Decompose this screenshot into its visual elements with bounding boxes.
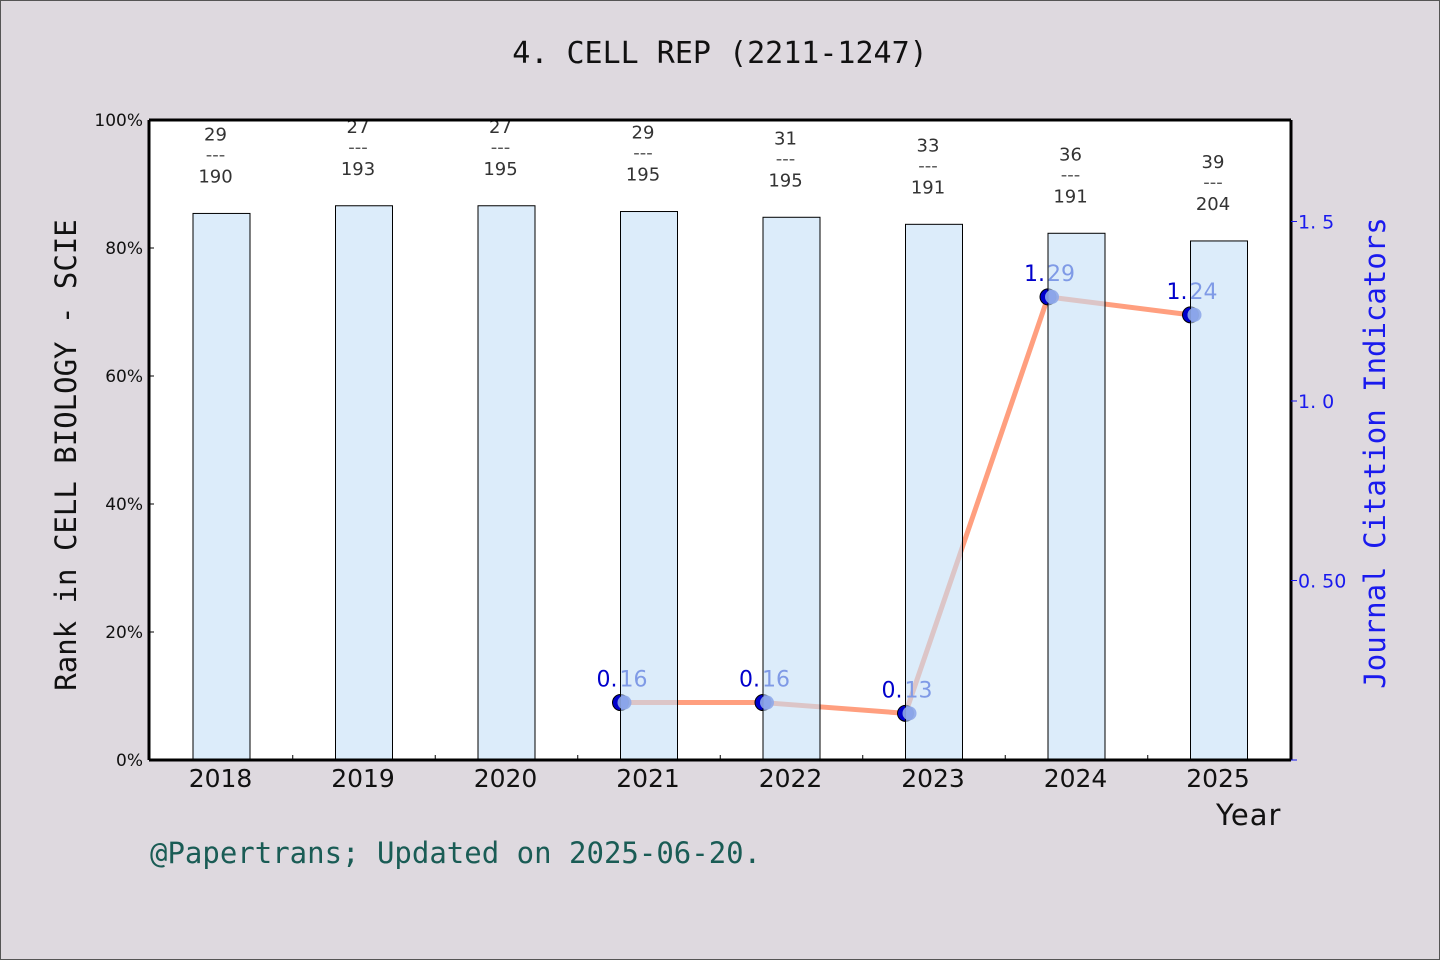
rank-divider: ---: [206, 144, 226, 165]
rank-numerator: 29: [632, 123, 655, 144]
rank-numerator: 31: [774, 128, 797, 149]
x-tick-label: 2021: [616, 764, 680, 793]
jci-label-frac: 13: [905, 678, 933, 703]
rank-bar-2019: [335, 205, 393, 761]
rank-denominator: 195: [483, 159, 517, 180]
jci-label-frac: 29: [1047, 262, 1075, 287]
rank-denominator: 195: [626, 165, 660, 186]
y-axis-label-left: Rank in CELL BIOLOGY - SCIE: [49, 219, 83, 691]
rank-bar-2020: [477, 205, 536, 761]
rank-denominator: 191: [1053, 186, 1087, 207]
y-tick-right: 0. 50: [1298, 571, 1346, 593]
jci-marker-highlight: [902, 706, 917, 721]
rank-divider: ---: [1203, 172, 1223, 193]
jci-label-int: 1.: [1024, 262, 1045, 287]
rank-numerator: 27: [489, 117, 512, 138]
plot-background: [149, 120, 1291, 760]
jci-value-labels: 0. 16 0. 16 0. 131. 291. 24: [597, 262, 1218, 721]
x-axis-label: Year: [1216, 798, 1282, 832]
rank-numerator: 29: [204, 124, 227, 145]
rank-numerator: 39: [1202, 152, 1225, 173]
jci-marker-highlight: [1187, 307, 1202, 322]
rank-bar-2023: [905, 223, 963, 761]
rank-labels: 29---19027---19327---19529---19531---195…: [198, 117, 1230, 215]
y-axis-label-right: Journal Citation Indicators: [1358, 217, 1392, 689]
jci-label-frac: 16: [762, 668, 790, 693]
rank-bar-2018: [192, 212, 251, 761]
rank-divider: ---: [348, 137, 368, 158]
rank-bar-2025: [1190, 240, 1248, 761]
chart-title: 4. CELL REP (2211-1247): [512, 36, 928, 71]
x-tick-label: 2018: [189, 764, 253, 793]
rank-bars: [192, 205, 1248, 761]
rank-divider: ---: [776, 148, 796, 169]
y-tick-left: 80%: [105, 239, 143, 259]
rank-denominator: 204: [1196, 194, 1230, 215]
axes: 0% 20% 40% 60% 80% 100% 0. 50 1. 0 1. 5 2018 2019 2…: [94, 111, 1346, 793]
y-tick-left: 0%: [116, 751, 143, 771]
rank-numerator: 27: [347, 117, 370, 138]
jci-marker-highlight: [760, 695, 774, 710]
jci-marker-highlight: [617, 695, 632, 710]
jci-label-frac: 24: [1190, 280, 1218, 305]
y-tick-left: 100%: [94, 111, 143, 131]
rank-denominator: 191: [911, 177, 945, 198]
x-tick-label: 2025: [1186, 764, 1250, 793]
y-tick-left: 40%: [105, 495, 143, 515]
rank-numerator: 33: [917, 135, 940, 156]
x-tick-label: 2020: [474, 764, 538, 793]
rank-divider: ---: [633, 143, 653, 164]
jci-label-int: 0.: [739, 668, 760, 693]
jci-label-frac: 16: [620, 668, 648, 693]
rank-numerator: 36: [1059, 144, 1082, 165]
rank-divider: ---: [918, 155, 938, 176]
footer-credit: @Papertrans; Updated on 2025-06-20.: [150, 836, 762, 870]
x-tick-label: 2019: [331, 764, 395, 793]
x-tick-label: 2023: [901, 764, 965, 793]
y-tick-right: 1. 5: [1298, 212, 1334, 234]
rank-divider: ---: [491, 137, 511, 158]
jci-marker-highlight: [1045, 289, 1059, 304]
y-tick-left: 20%: [105, 623, 143, 643]
jci-label-int: 1.: [1167, 280, 1188, 305]
rank-bar-2024: [1047, 232, 1106, 761]
rank-denominator: 195: [768, 170, 802, 191]
x-tick-label: 2024: [1044, 764, 1108, 793]
rank-denominator: 193: [341, 159, 375, 180]
jci-label-int: 0.: [882, 678, 903, 703]
y-tick-right: 1. 0: [1298, 391, 1334, 413]
y-tick-left: 60%: [105, 367, 143, 387]
rank-bar-2021: [620, 211, 678, 761]
jci-label-int: 0.: [597, 668, 618, 693]
rank-divider: ---: [1061, 164, 1081, 185]
x-tick-label: 2022: [759, 764, 823, 793]
rank-denominator: 190: [198, 166, 232, 187]
